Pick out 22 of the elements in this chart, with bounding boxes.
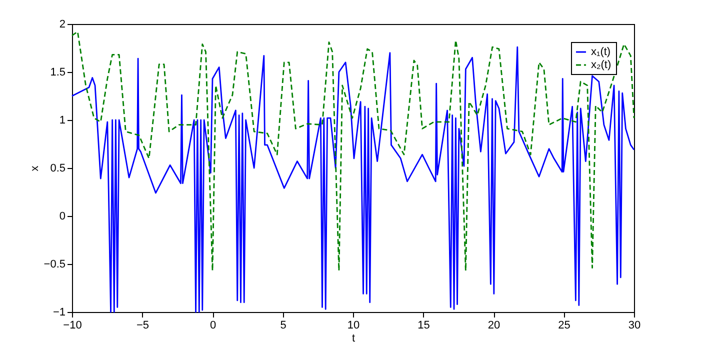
y-tick-label: −1 xyxy=(52,306,66,318)
x-tick-label: 20 xyxy=(488,320,500,332)
x-tick-label: −10 xyxy=(63,320,82,332)
y-tick-label: 0 xyxy=(59,210,66,222)
x-tick-label: −5 xyxy=(136,320,150,332)
x-tick-label: 0 xyxy=(210,320,216,332)
y-tick-label: 1 xyxy=(59,114,66,126)
x-axis-title: t xyxy=(352,332,356,344)
y-tick-label: 2 xyxy=(59,18,66,30)
legend-label: x₂(t) xyxy=(591,59,612,71)
y-tick-label: −0.5 xyxy=(44,258,66,270)
y-axis-title: x xyxy=(28,165,41,172)
x-tick-label: 30 xyxy=(628,320,641,332)
x-tick-label: 25 xyxy=(558,320,570,332)
legend-label: x₁(t) xyxy=(591,46,611,58)
x-tick-label: 10 xyxy=(347,320,360,332)
y-tick-label: 0.5 xyxy=(50,162,66,174)
x-tick-label: 5 xyxy=(280,320,286,332)
line-series xyxy=(71,30,635,272)
y-tick-label: 1.5 xyxy=(50,66,66,78)
line-series xyxy=(71,46,635,313)
x-tick-label: 15 xyxy=(418,320,430,332)
